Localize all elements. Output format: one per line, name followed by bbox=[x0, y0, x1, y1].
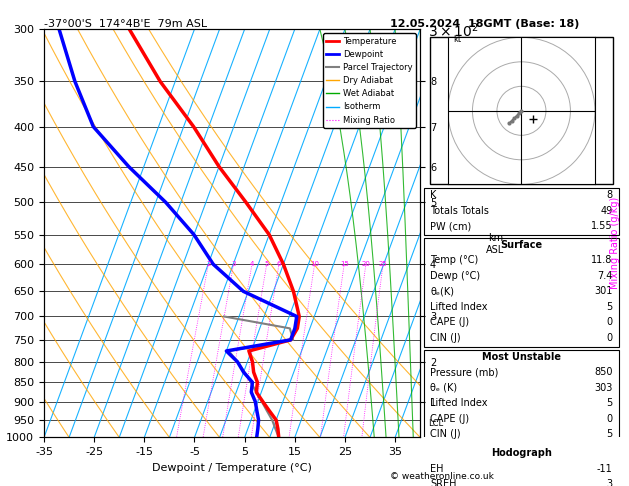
Text: -37°00'S  174°4B'E  79m ASL: -37°00'S 174°4B'E 79m ASL bbox=[44, 19, 207, 30]
Text: 49: 49 bbox=[600, 206, 613, 215]
Text: CAPE (J): CAPE (J) bbox=[430, 317, 469, 328]
Text: Lifted Index: Lifted Index bbox=[430, 398, 488, 408]
Text: © weatheronline.co.uk: © weatheronline.co.uk bbox=[390, 472, 494, 481]
Text: 4: 4 bbox=[250, 261, 254, 267]
Text: kt: kt bbox=[453, 35, 461, 44]
Text: θₑ(K): θₑ(K) bbox=[430, 286, 454, 296]
Text: 303: 303 bbox=[594, 382, 613, 393]
Text: 301: 301 bbox=[594, 286, 613, 296]
Text: 0: 0 bbox=[606, 414, 613, 424]
Text: Hodograph: Hodograph bbox=[491, 448, 552, 458]
Text: CAPE (J): CAPE (J) bbox=[430, 414, 469, 424]
Text: Surface: Surface bbox=[501, 240, 542, 250]
Text: 3: 3 bbox=[231, 261, 236, 267]
Text: Dewp (°C): Dewp (°C) bbox=[430, 271, 481, 281]
Text: Most Unstable: Most Unstable bbox=[482, 352, 561, 362]
Text: LCL: LCL bbox=[428, 419, 443, 428]
Text: Lifted Index: Lifted Index bbox=[430, 302, 488, 312]
Text: 5: 5 bbox=[606, 302, 613, 312]
Text: θₑ (K): θₑ (K) bbox=[430, 382, 457, 393]
FancyBboxPatch shape bbox=[430, 37, 613, 184]
FancyBboxPatch shape bbox=[424, 350, 619, 443]
Text: 5: 5 bbox=[265, 261, 269, 267]
Text: 6: 6 bbox=[277, 261, 281, 267]
Text: 0: 0 bbox=[606, 333, 613, 343]
Text: Pressure (mb): Pressure (mb) bbox=[430, 367, 499, 377]
FancyBboxPatch shape bbox=[424, 238, 619, 347]
Text: -11: -11 bbox=[597, 464, 613, 473]
Text: EH: EH bbox=[430, 464, 444, 473]
Text: Temp (°C): Temp (°C) bbox=[430, 255, 479, 265]
Legend: Temperature, Dewpoint, Parcel Trajectory, Dry Adiabat, Wet Adiabat, Isotherm, Mi: Temperature, Dewpoint, Parcel Trajectory… bbox=[323, 34, 416, 128]
Y-axis label: km
ASL: km ASL bbox=[486, 233, 504, 255]
Text: 1.55: 1.55 bbox=[591, 221, 613, 231]
Text: PW (cm): PW (cm) bbox=[430, 221, 472, 231]
Text: K: K bbox=[430, 190, 437, 200]
Text: 11.8: 11.8 bbox=[591, 255, 613, 265]
Y-axis label: hPa: hPa bbox=[0, 223, 1, 243]
Text: 850: 850 bbox=[594, 367, 613, 377]
Text: 0: 0 bbox=[606, 317, 613, 328]
Text: 25: 25 bbox=[379, 261, 387, 267]
Text: SREH: SREH bbox=[430, 479, 457, 486]
Text: 5: 5 bbox=[606, 429, 613, 439]
Text: 10: 10 bbox=[310, 261, 319, 267]
Text: 15: 15 bbox=[340, 261, 348, 267]
Text: CIN (J): CIN (J) bbox=[430, 333, 461, 343]
Text: 8: 8 bbox=[606, 190, 613, 200]
Text: 12.05.2024  18GMT (Base: 18): 12.05.2024 18GMT (Base: 18) bbox=[390, 19, 579, 30]
Text: 7.4: 7.4 bbox=[597, 271, 613, 281]
FancyBboxPatch shape bbox=[424, 189, 619, 235]
X-axis label: Dewpoint / Temperature (°C): Dewpoint / Temperature (°C) bbox=[152, 463, 312, 473]
Text: 20: 20 bbox=[362, 261, 370, 267]
Text: 2: 2 bbox=[206, 261, 211, 267]
Text: CIN (J): CIN (J) bbox=[430, 429, 461, 439]
FancyBboxPatch shape bbox=[424, 446, 619, 486]
Text: Mixing Ratio (g/kg): Mixing Ratio (g/kg) bbox=[610, 197, 620, 289]
Text: Totals Totals: Totals Totals bbox=[430, 206, 489, 215]
Text: 3: 3 bbox=[606, 479, 613, 486]
Text: 5: 5 bbox=[606, 398, 613, 408]
